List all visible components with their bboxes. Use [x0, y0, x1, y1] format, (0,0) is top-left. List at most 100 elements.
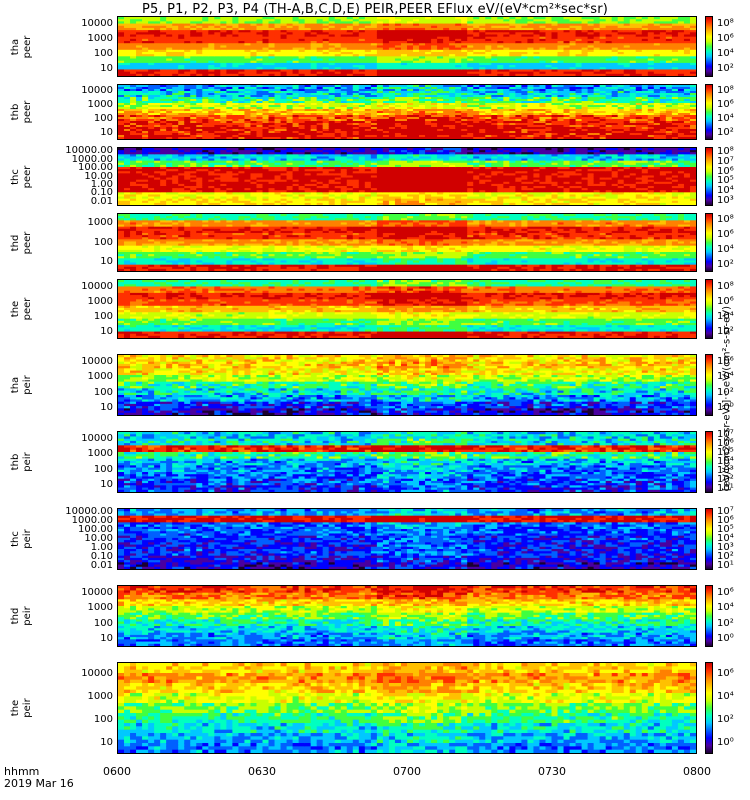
heatmap-cell — [569, 38, 577, 42]
heatmap-cell — [160, 115, 167, 118]
heatmap-cell — [394, 21, 402, 25]
heatmap-cell — [665, 67, 673, 71]
heatmap-cell — [587, 99, 595, 102]
heatmap-cell — [202, 103, 209, 106]
heatmap-cell — [268, 51, 276, 55]
heatmap-cell — [557, 71, 565, 75]
heatmap-cell — [443, 123, 450, 126]
heatmap-cell — [557, 73, 565, 76]
heatmap-cell — [557, 97, 565, 100]
heatmap-cell — [250, 111, 258, 114]
heatmap-cell — [250, 123, 258, 126]
heatmap-cell — [184, 137, 191, 139]
heatmap-cell — [455, 105, 462, 108]
heatmap-cell — [130, 27, 137, 31]
heatmap-cell — [599, 62, 607, 66]
heatmap-cell — [659, 36, 667, 40]
heatmap-cell — [280, 34, 288, 38]
heatmap-cell — [394, 85, 402, 88]
heatmap-cell — [491, 41, 498, 44]
heatmap-cell — [256, 43, 264, 47]
heatmap-cell — [166, 49, 173, 53]
heatmap-cell — [154, 69, 161, 73]
heatmap-cell — [437, 73, 444, 76]
heatmap-cell — [617, 21, 625, 25]
heatmap-cell — [352, 119, 360, 122]
heatmap-cell — [136, 105, 143, 108]
heatmap-cell — [208, 45, 215, 49]
heatmap-cell — [148, 133, 155, 136]
heatmap-cell — [274, 23, 282, 27]
heatmap-cell — [376, 49, 384, 53]
heatmap-cell — [527, 38, 535, 42]
heatmap-cell — [172, 95, 179, 98]
heatmap-cell — [407, 115, 414, 118]
heatmap-cell — [400, 115, 408, 118]
heatmap-cell — [419, 107, 426, 110]
heatmap-cell — [364, 45, 372, 49]
heatmap-cell — [635, 97, 643, 100]
heatmap-cell — [214, 32, 221, 36]
heatmap-cell — [455, 123, 462, 126]
heatmap-cell — [280, 91, 288, 94]
heatmap-cell — [280, 85, 288, 88]
heatmap-cell — [413, 27, 420, 31]
heatmap-cell — [352, 17, 360, 20]
heatmap-cell — [352, 135, 360, 138]
heatmap-cell — [557, 32, 565, 36]
heatmap-cell — [220, 38, 227, 42]
heatmap-cell — [244, 54, 252, 57]
heatmap-cell — [130, 107, 137, 110]
heatmap-cell — [238, 89, 246, 92]
heatmap-cell — [352, 113, 360, 116]
heatmap-cell — [388, 127, 396, 130]
heatmap-cell — [286, 111, 294, 114]
heatmap-cell — [413, 51, 420, 55]
heatmap-cell — [641, 41, 649, 44]
heatmap-cell — [358, 32, 366, 36]
heatmap-cell — [503, 21, 510, 25]
heatmap-cell — [280, 129, 288, 132]
heatmap-cell — [437, 69, 444, 73]
heatmap-cell — [521, 41, 529, 44]
heatmap-cell — [352, 101, 360, 104]
heatmap-cell — [346, 41, 354, 44]
heatmap-cell — [413, 111, 420, 114]
heatmap-cell — [280, 131, 288, 134]
heatmap-cell — [370, 60, 378, 64]
heatmap-cell — [382, 105, 390, 108]
heatmap-cell — [425, 113, 432, 116]
heatmap-cell — [238, 60, 246, 64]
heatmap-cell — [473, 34, 480, 38]
heatmap-cell — [232, 41, 240, 44]
heatmap-cell — [196, 99, 203, 102]
heatmap-cell — [238, 111, 246, 114]
heatmap-cell — [292, 121, 300, 124]
heatmap-cell — [364, 38, 372, 42]
heatmap-cell — [376, 32, 384, 36]
heatmap-cell — [593, 111, 601, 114]
heatmap-cell — [208, 105, 215, 108]
heatmap-cell — [208, 129, 215, 132]
heatmap-cell — [172, 105, 179, 108]
heatmap-cell — [370, 19, 378, 22]
heatmap-cell — [485, 97, 492, 100]
heatmap-cell — [449, 69, 456, 73]
heatmap-cell — [527, 25, 535, 29]
heatmap-cell — [557, 89, 565, 92]
heatmap-cell — [443, 117, 450, 120]
heatmap-cell — [539, 41, 547, 44]
heatmap-cell — [419, 95, 426, 98]
heatmap-cell — [172, 58, 179, 62]
heatmap-cell — [262, 95, 270, 98]
heatmap-cell — [629, 95, 637, 98]
heatmap-cell — [419, 43, 426, 47]
heatmap-cell — [184, 19, 191, 22]
heatmap-cell — [238, 123, 246, 126]
heatmap-cell — [593, 65, 601, 68]
heatmap-cell — [238, 51, 246, 55]
heatmap-cell — [280, 111, 288, 114]
heatmap-cell — [154, 131, 161, 134]
heatmap-cell — [340, 30, 348, 33]
heatmap-cell — [178, 23, 185, 27]
